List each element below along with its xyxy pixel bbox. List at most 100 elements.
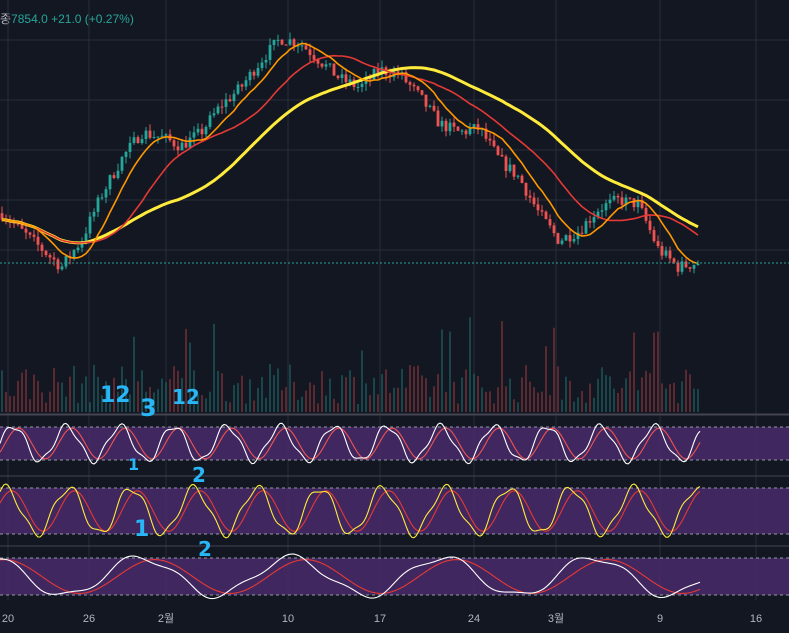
candle-body bbox=[104, 189, 108, 198]
annotation-label: 1 bbox=[128, 455, 139, 474]
volume-bar bbox=[665, 388, 667, 412]
volume-bar bbox=[381, 373, 383, 412]
candle-body bbox=[76, 247, 80, 251]
candle-body bbox=[320, 63, 324, 67]
volume-bar bbox=[25, 369, 27, 412]
volume-bar bbox=[37, 380, 39, 412]
volume-bar bbox=[285, 387, 287, 412]
oscillator-panels bbox=[0, 414, 789, 600]
volume-bar bbox=[401, 368, 403, 412]
candle-body bbox=[332, 63, 336, 76]
volume-bar bbox=[141, 370, 143, 412]
volume-bar bbox=[393, 387, 395, 412]
volume-bar bbox=[81, 383, 83, 412]
candle-body bbox=[600, 210, 604, 212]
candle-body bbox=[136, 137, 140, 144]
oscillator-band bbox=[0, 558, 789, 595]
volume-bar bbox=[445, 392, 447, 412]
volume-bar bbox=[53, 368, 55, 412]
volume-bar bbox=[137, 381, 139, 412]
candle-body bbox=[564, 235, 568, 241]
candle-body bbox=[140, 139, 144, 144]
candle-body bbox=[40, 244, 44, 251]
candle-body bbox=[188, 137, 192, 148]
volume-bar bbox=[329, 378, 331, 412]
candle-body bbox=[248, 71, 252, 81]
candle-body bbox=[420, 90, 424, 95]
candle-body bbox=[256, 67, 260, 76]
volume-bar bbox=[561, 399, 563, 412]
volume-bar bbox=[317, 403, 319, 412]
volume-bar bbox=[493, 403, 495, 412]
volume-bar bbox=[461, 377, 463, 412]
candle-body bbox=[508, 164, 512, 171]
volume-bar bbox=[585, 402, 587, 412]
volume-bar bbox=[157, 389, 159, 412]
candle-body bbox=[672, 258, 676, 263]
volume-bar bbox=[313, 384, 315, 412]
volume-bar bbox=[669, 384, 671, 412]
candle-body bbox=[456, 126, 460, 131]
oscillator-main-line bbox=[0, 553, 701, 600]
volume-bar bbox=[577, 397, 579, 412]
volume-bar bbox=[105, 381, 107, 412]
candle-body bbox=[284, 44, 288, 46]
candle-body bbox=[680, 261, 684, 272]
volume-bar bbox=[177, 370, 179, 412]
volume-bar bbox=[457, 403, 459, 412]
volume-bar bbox=[109, 403, 111, 412]
candle-body bbox=[428, 105, 432, 107]
candle-body bbox=[608, 199, 612, 204]
candle-body bbox=[52, 257, 56, 260]
candle-body bbox=[60, 266, 64, 270]
candle-body bbox=[416, 86, 420, 91]
volume-bar bbox=[409, 365, 411, 412]
candle-body bbox=[204, 126, 208, 135]
candle-body bbox=[512, 164, 516, 177]
volume-bar bbox=[441, 329, 443, 412]
volume-bar bbox=[181, 378, 183, 412]
volume-bar bbox=[13, 396, 15, 412]
volume-bar bbox=[49, 391, 51, 412]
candle-body bbox=[452, 122, 456, 127]
candle-body bbox=[300, 45, 304, 47]
candle-body bbox=[36, 236, 40, 245]
candle-body bbox=[692, 265, 696, 269]
candle-body bbox=[396, 71, 400, 75]
candle-body bbox=[340, 74, 344, 79]
candle-body bbox=[656, 241, 660, 247]
volume-bar bbox=[153, 392, 155, 412]
candle-body bbox=[160, 135, 164, 137]
candle-body bbox=[560, 240, 564, 244]
candle-body bbox=[628, 197, 632, 199]
volume-bar bbox=[673, 382, 675, 412]
candle-body bbox=[568, 235, 572, 242]
volume-bar bbox=[657, 331, 659, 412]
candle-body bbox=[192, 132, 196, 138]
volume-bar bbox=[241, 375, 243, 412]
oscillator-signal-line bbox=[0, 559, 701, 594]
candle-body bbox=[296, 45, 300, 47]
ma-long-line bbox=[1, 66, 699, 245]
candle-body bbox=[156, 136, 160, 138]
candle-body bbox=[408, 82, 412, 85]
volume-bar bbox=[565, 376, 567, 412]
candle-body bbox=[684, 261, 688, 268]
candle-body bbox=[440, 120, 444, 127]
x-tick-label: 10 bbox=[282, 613, 294, 625]
x-axis: 20 26 2월 10 17 24 3월 9 16 bbox=[2, 612, 762, 625]
volume-bar bbox=[421, 375, 423, 412]
candle-body bbox=[128, 142, 132, 152]
volume-bar bbox=[389, 392, 391, 412]
candle-body bbox=[280, 39, 284, 45]
candle-body bbox=[0, 213, 4, 220]
volume-bar bbox=[161, 378, 163, 412]
volume-bar bbox=[309, 382, 311, 412]
volume-bar bbox=[265, 397, 267, 412]
candle-body bbox=[520, 175, 524, 184]
volume-bar bbox=[121, 366, 123, 412]
volume-bar bbox=[125, 379, 127, 412]
candle-body bbox=[220, 106, 224, 108]
candle-body bbox=[44, 250, 48, 256]
